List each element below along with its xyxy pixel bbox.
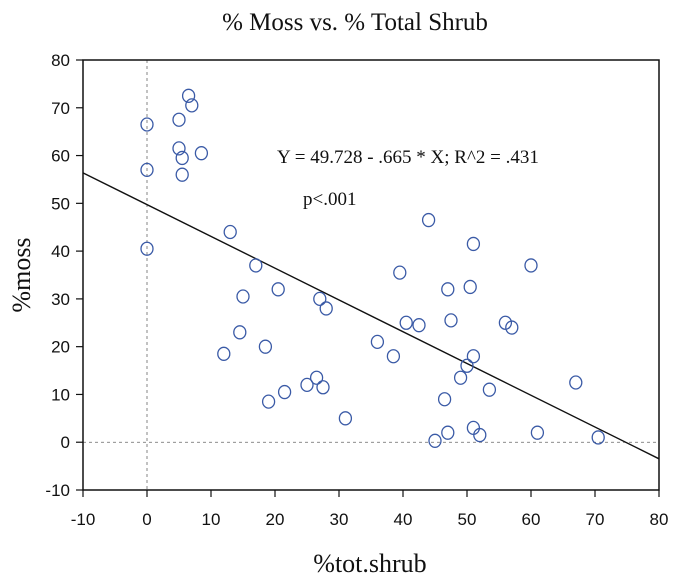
x-tick-label: 50 bbox=[458, 510, 477, 529]
data-point bbox=[441, 282, 455, 297]
data-point bbox=[393, 265, 407, 280]
y-tick-label: 0 bbox=[61, 433, 70, 452]
plot-frame bbox=[82, 59, 660, 491]
y-tick-label: 70 bbox=[51, 99, 70, 118]
data-point bbox=[194, 146, 209, 161]
regression-line bbox=[82, 172, 660, 460]
data-point bbox=[441, 425, 455, 440]
data-point bbox=[530, 425, 545, 440]
x-tick-label: 20 bbox=[266, 510, 285, 529]
p-value-annotation: p<.001 bbox=[303, 189, 356, 210]
regression-equation: Y = 49.728 - .665 * X; R^2 = .431 bbox=[277, 147, 539, 168]
data-point bbox=[309, 370, 324, 385]
x-tick-label: 80 bbox=[650, 510, 669, 529]
data-point bbox=[175, 167, 189, 182]
data-point bbox=[185, 98, 199, 113]
data-point bbox=[412, 318, 426, 333]
x-axis-label: %tot.shrub bbox=[313, 549, 426, 578]
data-point bbox=[249, 258, 263, 273]
x-tick-label: 70 bbox=[586, 510, 605, 529]
data-point bbox=[473, 427, 487, 443]
x-tick-label: 40 bbox=[394, 510, 413, 529]
data-point bbox=[370, 334, 385, 350]
y-tick-label: 60 bbox=[51, 147, 70, 166]
data-point bbox=[271, 282, 285, 297]
y-tick-label: -10 bbox=[45, 481, 70, 500]
data-point bbox=[172, 141, 186, 156]
x-tick-label: 10 bbox=[202, 510, 221, 529]
data-point bbox=[175, 150, 189, 166]
data-point bbox=[386, 349, 401, 364]
data-point bbox=[140, 162, 154, 178]
x-tick-label: -10 bbox=[71, 510, 96, 529]
data-point bbox=[233, 325, 247, 340]
data-point bbox=[258, 339, 273, 354]
data-point bbox=[437, 392, 452, 407]
data-point bbox=[140, 117, 154, 132]
data-point bbox=[261, 394, 276, 409]
y-tick-label: 20 bbox=[51, 338, 70, 357]
chart-title: % Moss vs. % Total Shrub bbox=[222, 9, 488, 36]
data-point bbox=[313, 291, 327, 307]
data-point bbox=[223, 224, 237, 240]
data-point bbox=[140, 241, 154, 256]
data-point bbox=[453, 370, 468, 385]
data-point bbox=[463, 279, 477, 295]
data-point bbox=[300, 377, 314, 393]
data-point bbox=[482, 382, 497, 397]
x-tick-label: 60 bbox=[522, 510, 541, 529]
y-tick-label: 40 bbox=[51, 242, 70, 261]
data-point bbox=[428, 433, 442, 448]
data-point bbox=[505, 320, 519, 335]
y-tick-label: 50 bbox=[51, 194, 70, 213]
data-point bbox=[569, 375, 583, 390]
x-tick-label: 0 bbox=[142, 510, 151, 529]
data-point bbox=[236, 289, 250, 304]
y-tick-label: 80 bbox=[51, 51, 70, 70]
y-axis-label: %moss bbox=[7, 237, 36, 312]
data-point bbox=[466, 349, 481, 364]
data-point bbox=[338, 411, 353, 426]
data-point bbox=[316, 380, 330, 395]
y-tick-label: 30 bbox=[51, 290, 70, 309]
x-tick-label: 30 bbox=[330, 510, 349, 529]
data-point bbox=[172, 112, 186, 127]
data-point bbox=[399, 315, 413, 330]
y-tick-label: 10 bbox=[51, 385, 70, 404]
data-point bbox=[319, 301, 333, 316]
data-point bbox=[524, 258, 538, 273]
data-point bbox=[466, 236, 481, 252]
data-point bbox=[421, 212, 436, 228]
data-point bbox=[444, 313, 458, 328]
data-point bbox=[217, 346, 231, 361]
data-point bbox=[466, 420, 481, 436]
data-point bbox=[591, 430, 605, 445]
data-point bbox=[181, 88, 196, 103]
data-point bbox=[277, 384, 292, 400]
data-point bbox=[460, 358, 474, 373]
